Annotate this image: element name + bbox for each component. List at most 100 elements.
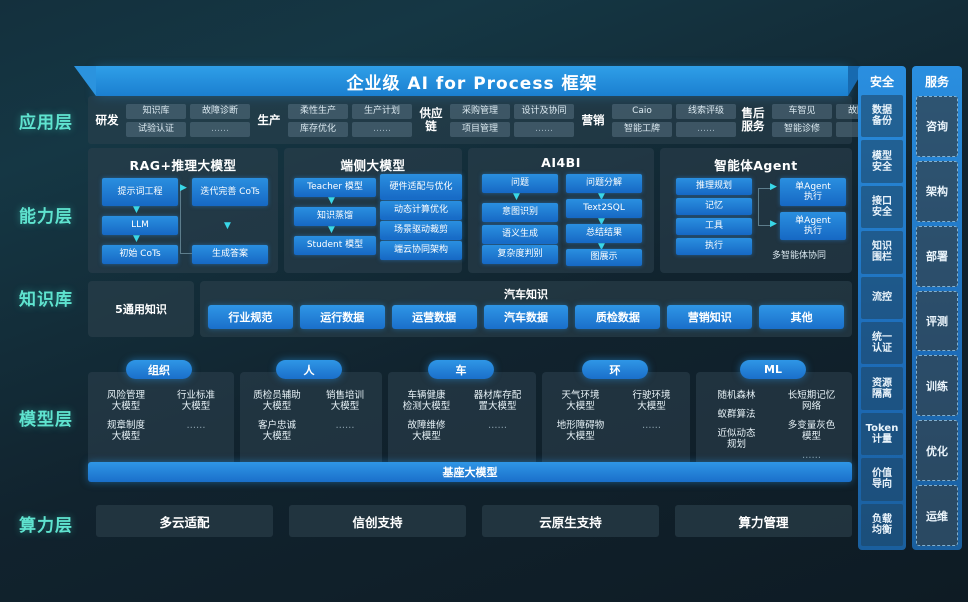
capability-connector[interactable] (758, 188, 759, 226)
capability-node[interactable]: 语义生成 (482, 225, 558, 244)
capability-node[interactable]: 生成答案 (192, 245, 268, 264)
security-item[interactable]: 价值 导向 (861, 458, 903, 501)
model-item[interactable]: 地形障碍物 大模型 (556, 420, 605, 442)
application-column[interactable]: 车智见 智能诊修 (772, 103, 832, 137)
capability-node[interactable]: 推理规划 (676, 178, 752, 195)
service-item[interactable]: 部署 (916, 225, 958, 287)
capability-node[interactable]: 场景驱动裁剪 (380, 221, 462, 240)
model-column[interactable]: 长短期记忆 网络 多变量灰色 模型 …… (776, 390, 847, 461)
knowledge-chip[interactable]: 营销知识 (667, 305, 753, 329)
capability-node[interactable]: Student 模型 (294, 236, 376, 255)
model-item[interactable]: 蚁群算法 (717, 409, 756, 420)
service-item[interactable]: 训练 (916, 355, 958, 417)
capability-box-title[interactable]: RAG+推理大模型 (129, 158, 237, 173)
application-item[interactable]: …… (514, 121, 574, 137)
model-item[interactable]: …… (335, 420, 355, 431)
capability-node[interactable]: Text2SQL (566, 199, 642, 218)
model-column[interactable]: 行业标准 大模型 …… (163, 390, 229, 442)
model-group-pill[interactable]: 车 (428, 360, 494, 379)
capability-box[interactable]: RAG+推理大模型 提示词工程 ▼ LLM ▼ 初始 CoTs 迭代完善 CoTs ▼ 生成答案… (88, 148, 278, 273)
application-column[interactable]: 生产计划 …… (352, 103, 412, 137)
security-item[interactable]: 知识 围栏 (861, 231, 903, 274)
security-item[interactable]: 接口 安全 (861, 185, 903, 229)
service-item[interactable]: 运维 (916, 485, 958, 547)
capability-node[interactable]: 记忆 (676, 198, 752, 215)
model-item[interactable]: 随机森林 (717, 390, 756, 401)
capability-box[interactable]: 智能体Agent 推理规划 记忆 工具 执行 单Agent 执行 单Agent 执行 ▶ ▶ 多智… (660, 148, 852, 273)
model-column[interactable]: 销售培训 大模型 …… (313, 390, 377, 442)
application-group-title[interactable]: 售后 服务 (741, 106, 765, 133)
knowledge-chip[interactable]: 运营数据 (391, 305, 477, 329)
model-group[interactable]: 车车辆健康 检测大模型 故障维修 大模型 器材库存配 置大模型…… (388, 360, 536, 470)
capability-node[interactable]: 迭代完善 CoTs (192, 178, 268, 206)
capability-box-body[interactable]: Teacher 模型 ▼ 知识蒸馏 ▼ Student 模型 硬件适配与优化 动态计算优化场… (284, 174, 462, 270)
application-group-cells[interactable]: 采购管理项目管理 设计及协同 …… (450, 103, 574, 137)
model-group-cells[interactable]: 随机森林 蚁群算法 近似动态 规划 长短期记忆 网络 多变量灰色 模型…… (701, 390, 847, 461)
security-item[interactable]: Token 计量 (861, 412, 903, 456)
model-item[interactable]: 器材库存配 置大模型 (473, 390, 522, 412)
model-item[interactable]: 车辆健康 检测大模型 (402, 390, 451, 412)
capability-box[interactable]: AI4BI 问题 ▼ 意图识别 语义生成 复杂度判别 问题分解 ▼ Text2SQL ▼ 总结结果 ▼… (468, 148, 654, 273)
knowledge-chip[interactable]: 运行数据 (299, 305, 385, 329)
model-group[interactable]: ML 随机森林 蚁群算法 近似动态 规划 长短期记忆 网络 多变量灰色 模型…… (696, 360, 852, 470)
capability-connector[interactable] (758, 225, 772, 226)
model-group-cells[interactable]: 车辆健康 检测大模型 故障维修 大模型 器材库存配 置大模型…… (393, 390, 531, 442)
capability-node[interactable]: LLM (102, 216, 178, 235)
capability-node[interactable]: 端云协同架构 (380, 241, 462, 260)
capability-node[interactable]: 问题 (482, 174, 558, 193)
capability-connector[interactable] (180, 190, 181, 254)
capability-node[interactable]: 问题分解 (566, 174, 642, 193)
application-group-title[interactable]: 营销 (581, 112, 605, 127)
application-column[interactable]: 设计及协同 …… (514, 103, 574, 137)
capability-node[interactable]: 硬件适配与优化 (380, 174, 462, 200)
application-column[interactable]: 柔性生产 库存优化 (288, 103, 348, 137)
capability-box-body[interactable]: 问题 ▼ 意图识别 语义生成 复杂度判别 问题分解 ▼ Text2SQL ▼ 总结结果 ▼ 图展示 (468, 170, 654, 266)
model-item[interactable]: …… (802, 450, 821, 461)
capability-connector[interactable] (180, 253, 192, 254)
application-item[interactable]: 柔性生产 (288, 103, 348, 119)
application-item[interactable]: 项目管理 (450, 121, 510, 137)
model-group-cells[interactable]: 质检员辅助 大模型 客户忠诚 大模型 销售培训 大模型…… (245, 390, 377, 442)
security-item[interactable]: 资源 隔离 (861, 367, 903, 410)
capability-node[interactable]: 复杂度判别 (482, 245, 558, 264)
knowledge-chip[interactable]: 其他 (759, 305, 845, 329)
arrow-down-icon[interactable]: ▼ (224, 221, 231, 231)
capability-box-body[interactable]: 提示词工程 ▼ LLM ▼ 初始 CoTs 迭代完善 CoTs ▼ 生成答案 ▶ (88, 174, 278, 270)
application-item[interactable]: …… (676, 121, 736, 137)
security-item[interactable]: 统一 认证 (861, 322, 903, 365)
application-item[interactable]: 车智见 (772, 103, 832, 119)
capability-box-body[interactable]: 推理规划 记忆 工具 执行 单Agent 执行 单Agent 执行 ▶ ▶ 多智能体协同 (660, 174, 852, 270)
application-group-title[interactable]: 供应 链 (419, 106, 443, 133)
model-item[interactable]: …… (642, 420, 661, 431)
capability-node[interactable]: 动态计算优化 (380, 201, 462, 220)
arrow-right-icon[interactable]: ▶ (180, 183, 187, 193)
model-group-cells[interactable]: 风险管理 大模型 规章制度 大模型 行业标准 大模型…… (93, 390, 229, 442)
capability-connector[interactable] (758, 188, 772, 189)
arrow-down-icon[interactable]: ▼ (598, 242, 605, 252)
application-column[interactable]: Caio 智能工牌 (612, 103, 672, 137)
capability-node[interactable]: 总结结果 (566, 224, 642, 243)
capability-node[interactable]: Teacher 模型 (294, 178, 376, 197)
model-item[interactable]: 行驶环境 大模型 (632, 390, 671, 412)
arrow-down-icon[interactable]: ▼ (328, 196, 335, 206)
model-item[interactable]: 质检员辅助 大模型 (253, 390, 301, 412)
capability-node[interactable]: 图展示 (566, 249, 642, 266)
compute-item[interactable]: 多云适配 (96, 505, 273, 537)
application-group[interactable]: 营销 Caio 智能工牌 线索评级 …… (574, 99, 736, 141)
arrow-down-icon[interactable]: ▼ (513, 192, 520, 202)
application-item[interactable]: …… (352, 121, 412, 137)
service-item[interactable]: 咨询 (916, 96, 958, 157)
knowledge-chip[interactable]: 行业规范 (208, 305, 293, 329)
application-group-cells[interactable]: Caio 智能工牌 线索评级 …… (612, 103, 736, 137)
capability-node[interactable]: 工具 (676, 218, 752, 235)
model-item[interactable]: …… (186, 420, 206, 431)
application-item[interactable]: Caio (612, 103, 672, 119)
application-item[interactable]: 设计及协同 (514, 103, 574, 119)
application-item[interactable]: 试验认证 (126, 121, 186, 137)
application-group[interactable]: 研发 知识库 试验认证 故障诊断 …… (88, 99, 250, 141)
application-column[interactable]: 线索评级 …… (676, 103, 736, 137)
knowledge-chip[interactable]: 质检数据 (575, 305, 661, 329)
model-item[interactable]: 长短期记忆 网络 (787, 390, 836, 412)
application-item[interactable]: 采购管理 (450, 103, 510, 119)
model-column[interactable]: 天气环境 大模型 地形障碍物 大模型 (547, 390, 614, 442)
